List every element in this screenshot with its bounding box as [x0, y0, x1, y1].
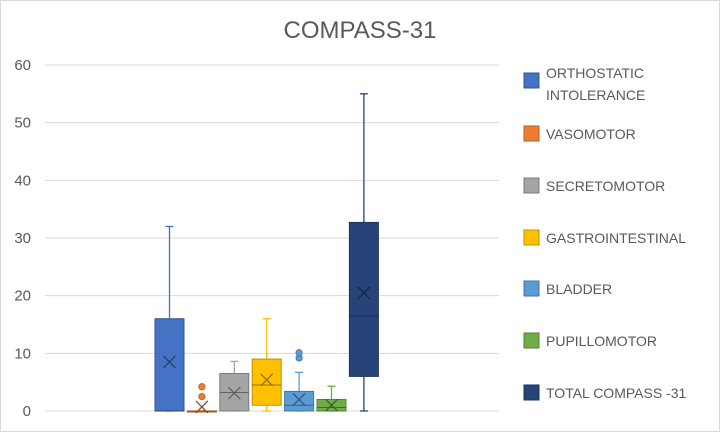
y-tick-label: 60	[14, 57, 31, 74]
mean-marker	[325, 398, 338, 412]
box-gastrointestinal	[251, 318, 282, 412]
mean-marker	[227, 386, 241, 400]
box-body	[251, 358, 282, 406]
y-tick-label: 20	[14, 288, 31, 305]
mean-marker	[357, 286, 371, 300]
legend-swatch	[523, 332, 540, 349]
box-bladder	[284, 349, 315, 412]
legend-label: VASOMOTOR	[546, 126, 636, 142]
legend-label: PUPILLOMOTOR	[546, 333, 657, 349]
mean-marker	[260, 373, 274, 387]
legend: ORTHOSTATIC INTOLERANCE VASOMOTOR SECRETOMO…	[523, 65, 687, 401]
legend-swatch	[523, 384, 540, 401]
box-total-compass-31	[348, 93, 379, 412]
outlier-point	[198, 392, 206, 401]
outlier-point	[198, 383, 206, 391]
y-tick-label: 50	[14, 115, 31, 132]
box-pupillomotor	[316, 385, 347, 412]
box-body	[284, 390, 315, 412]
legend-label: TOTAL COMPASS -31	[546, 385, 687, 401]
legend-swatch	[523, 229, 540, 246]
gridlines	[45, 64, 499, 412]
legend-item: BLADDER	[523, 280, 612, 297]
legend-label: SECRETOMOTOR	[546, 178, 665, 194]
legend-item: ORTHOSTATIC INTOLERANCE	[523, 65, 645, 103]
y-axis: 0 10 20 30 40 50 60	[14, 57, 31, 420]
mean-marker	[195, 400, 209, 414]
legend-item: VASOMOTOR	[523, 125, 636, 142]
legend-item: TOTAL COMPASS -31	[523, 384, 687, 401]
y-tick-label: 30	[14, 230, 31, 247]
legend-swatch	[523, 72, 540, 89]
box-body	[348, 221, 379, 377]
legend-swatch	[523, 125, 540, 142]
chart-title: COMPASS-31	[284, 17, 437, 44]
box-orthostatic-intolerance	[154, 225, 185, 412]
legend-item: SECRETOMOTOR	[523, 177, 665, 194]
legend-label: BLADDER	[546, 281, 612, 297]
legend-swatch	[523, 177, 540, 194]
box-plots	[154, 93, 379, 414]
y-tick-label: 10	[14, 345, 31, 362]
legend-label: INTOLERANCE	[546, 87, 645, 103]
box-body	[154, 318, 185, 412]
outlier-point	[295, 349, 303, 357]
y-tick-label: 40	[14, 172, 31, 189]
box-vasomotor	[186, 383, 217, 414]
legend-item: GASTROINTESTINAL	[523, 229, 686, 246]
legend-label: GASTROINTESTINAL	[546, 230, 686, 246]
y-tick-label: 0	[23, 403, 31, 420]
mean-marker	[292, 393, 306, 406]
legend-swatch	[523, 280, 540, 297]
box-secretomotor	[219, 360, 250, 412]
legend-label: ORTHOSTATIC	[546, 65, 644, 81]
mean-marker	[163, 355, 176, 369]
legend-item: PUPILLOMOTOR	[523, 332, 657, 349]
